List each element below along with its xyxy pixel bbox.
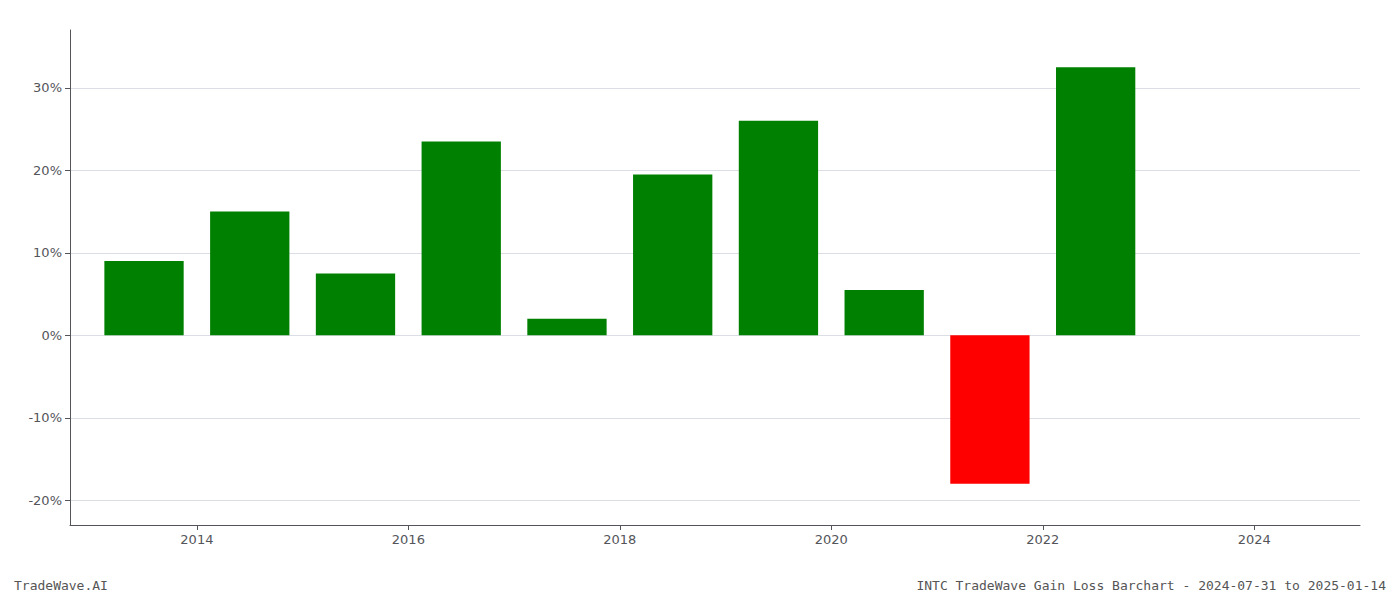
- svg-text:-10%: -10%: [28, 410, 62, 425]
- svg-text:2018: 2018: [603, 532, 636, 547]
- svg-text:2016: 2016: [392, 532, 425, 547]
- svg-text:2024: 2024: [1238, 532, 1271, 547]
- svg-text:20%: 20%: [33, 163, 62, 178]
- svg-text:0%: 0%: [41, 328, 62, 343]
- svg-text:INTC TradeWave Gain Loss Barch: INTC TradeWave Gain Loss Barchart - 2024…: [916, 578, 1386, 593]
- svg-text:2022: 2022: [1026, 532, 1059, 547]
- svg-text:10%: 10%: [33, 245, 62, 260]
- svg-text:-20%: -20%: [28, 493, 62, 508]
- svg-text:2020: 2020: [815, 532, 848, 547]
- svg-text:2014: 2014: [180, 532, 213, 547]
- svg-text:30%: 30%: [33, 80, 62, 95]
- svg-text:TradeWave.AI: TradeWave.AI: [14, 578, 108, 593]
